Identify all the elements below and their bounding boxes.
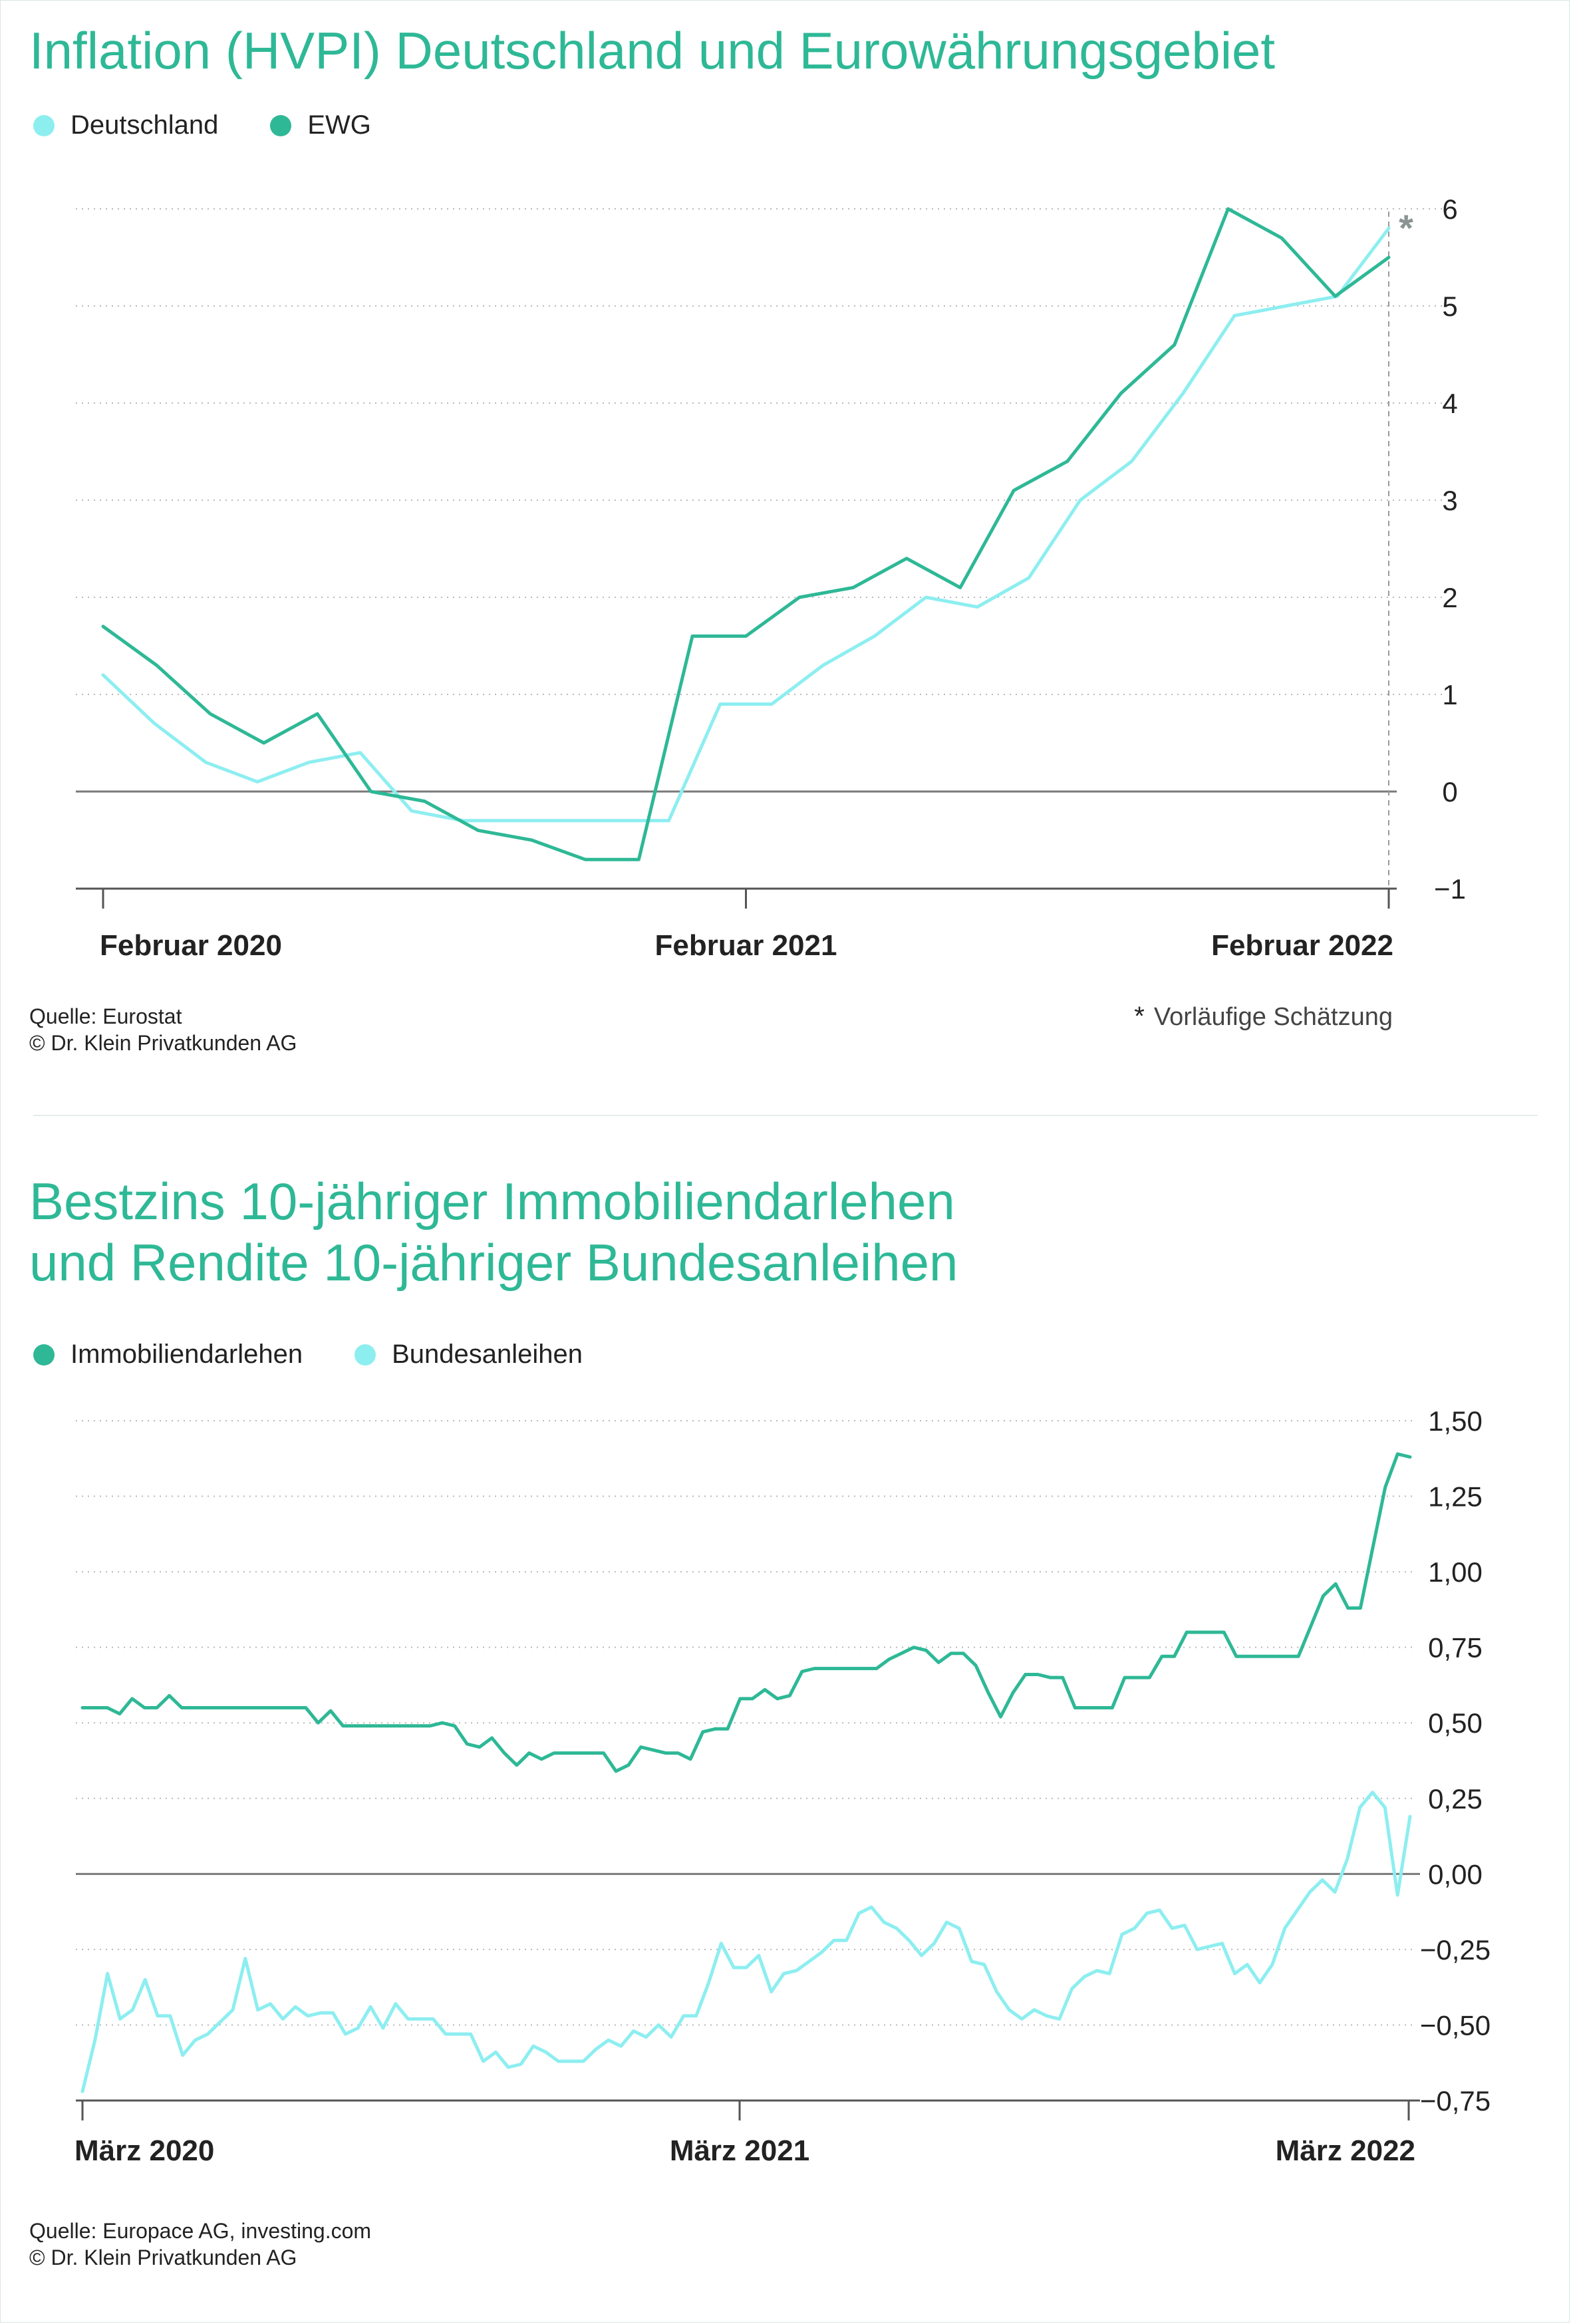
legend-swatch-deutschland	[33, 114, 55, 136]
estimate-note-text: Vorläufige Schätzung	[1153, 1003, 1393, 1031]
y-tick-label-1: 1	[1442, 679, 1457, 710]
chart1-source-line-1: Quelle: Eurostat	[29, 1004, 182, 1028]
series-line-deutschland	[101, 226, 1391, 823]
legend-item-immobiliendarlehen: Immobiliendarlehen	[33, 1340, 303, 1370]
y-tick-label-100: 1,00	[1428, 1556, 1483, 1588]
chart2-source: Quelle: Europace AG, investing.com © Dr.…	[29, 2218, 371, 2271]
x-tick-label-februar-2021: Februar 2021	[655, 929, 837, 962]
y-tick-label-2: 2	[1442, 582, 1457, 613]
inflation-chart: 6 5 4 3 2 1 0 −1 * Februar 2020 Februar 2021 Februa…	[76, 194, 1466, 962]
y-tick-label-0: 0,00	[1428, 1858, 1483, 1890]
legend-item-ewg: EWG	[270, 110, 371, 140]
chart2-title-line-1: Bestzins 10-jähriger Immobiliendarlehen	[29, 1172, 955, 1231]
y-tick-label-150: 1,50	[1428, 1405, 1483, 1437]
legend-label-immobiliendarlehen: Immobiliendarlehen	[71, 1340, 303, 1369]
chart2-source-line-1: Quelle: Europace AG, investing.com	[29, 2219, 372, 2243]
x-tick-label-m-rz-2021: März 2021	[670, 2134, 809, 2167]
y-tick-label--75: −0,75	[1420, 2085, 1491, 2116]
y-tick-label--25: −0,25	[1420, 1934, 1491, 1965]
y-tick-label-3: 3	[1442, 485, 1457, 516]
chart1-title: Inflation (HVPI) Deutschland und Eurowäh…	[29, 21, 1276, 80]
section-divider	[33, 1115, 1538, 1116]
chart1-source: Quelle: Eurostat © Dr. Klein Privatkunde…	[29, 1003, 297, 1056]
chart1-copyright: © Dr. Klein Privatkunden AG	[29, 1031, 297, 1055]
y-tick-label--50: −0,50	[1420, 2009, 1491, 2041]
y-tick-label-4: 4	[1442, 388, 1457, 419]
y-tick-label-0: 0	[1442, 776, 1457, 807]
chart2-title-line-2: und Rendite 10-jähriger Bundesanleihen	[29, 1233, 958, 1292]
series-line-immobiliendarlehen	[80, 1452, 1412, 1773]
x-tick-label-m-rz-2020: März 2020	[74, 2134, 214, 2167]
series-line-bundesanleihen	[80, 1791, 1412, 2093]
legend-item-deutschland: Deutschland	[33, 110, 218, 140]
y-tick-label--1: −1	[1434, 873, 1466, 905]
legend-swatch-ewg	[270, 114, 292, 136]
legend-label-deutschland: Deutschland	[71, 110, 219, 140]
estimate-note: * Vorläufige Schätzung	[1134, 1002, 1393, 1032]
x-tick-label-februar-2022: Februar 2022	[1211, 929, 1393, 962]
legend-swatch-bundesanleihen	[355, 1344, 376, 1366]
y-tick-label-125: 1,25	[1428, 1481, 1483, 1513]
estimate-asterisk: *	[1399, 207, 1413, 249]
y-tick-label-75: 0,75	[1428, 1632, 1483, 1664]
x-tick-label-februar-2020: Februar 2020	[100, 929, 282, 962]
y-tick-label-5: 5	[1442, 291, 1457, 322]
legend-item-bundesanleihen: Bundesanleihen	[355, 1340, 583, 1370]
y-tick-label-6: 6	[1442, 194, 1457, 225]
estimate-note-star: *	[1134, 1002, 1145, 1031]
chart2-legend: Immobiliendarlehen Bundesanleihen	[33, 1340, 635, 1370]
y-tick-label-50: 0,50	[1428, 1707, 1483, 1739]
x-tick-label-m-rz-2022: März 2022	[1276, 2134, 1415, 2167]
series-line-ewg	[101, 207, 1391, 861]
interest-rate-chart: 1,50 1,25 1,00 0,75 0,50 0,25 0,00 −0,25 −0,50 −0…	[74, 1405, 1491, 2167]
y-tick-label-25: 0,25	[1428, 1783, 1483, 1815]
chart1-legend: Deutschland EWG	[33, 110, 423, 140]
chart2-copyright: © Dr. Klein Privatkunden AG	[29, 2246, 297, 2269]
legend-label-ewg: EWG	[307, 110, 371, 140]
legend-label-bundesanleihen: Bundesanleihen	[392, 1340, 583, 1369]
legend-swatch-immobiliendarlehen	[33, 1344, 55, 1366]
